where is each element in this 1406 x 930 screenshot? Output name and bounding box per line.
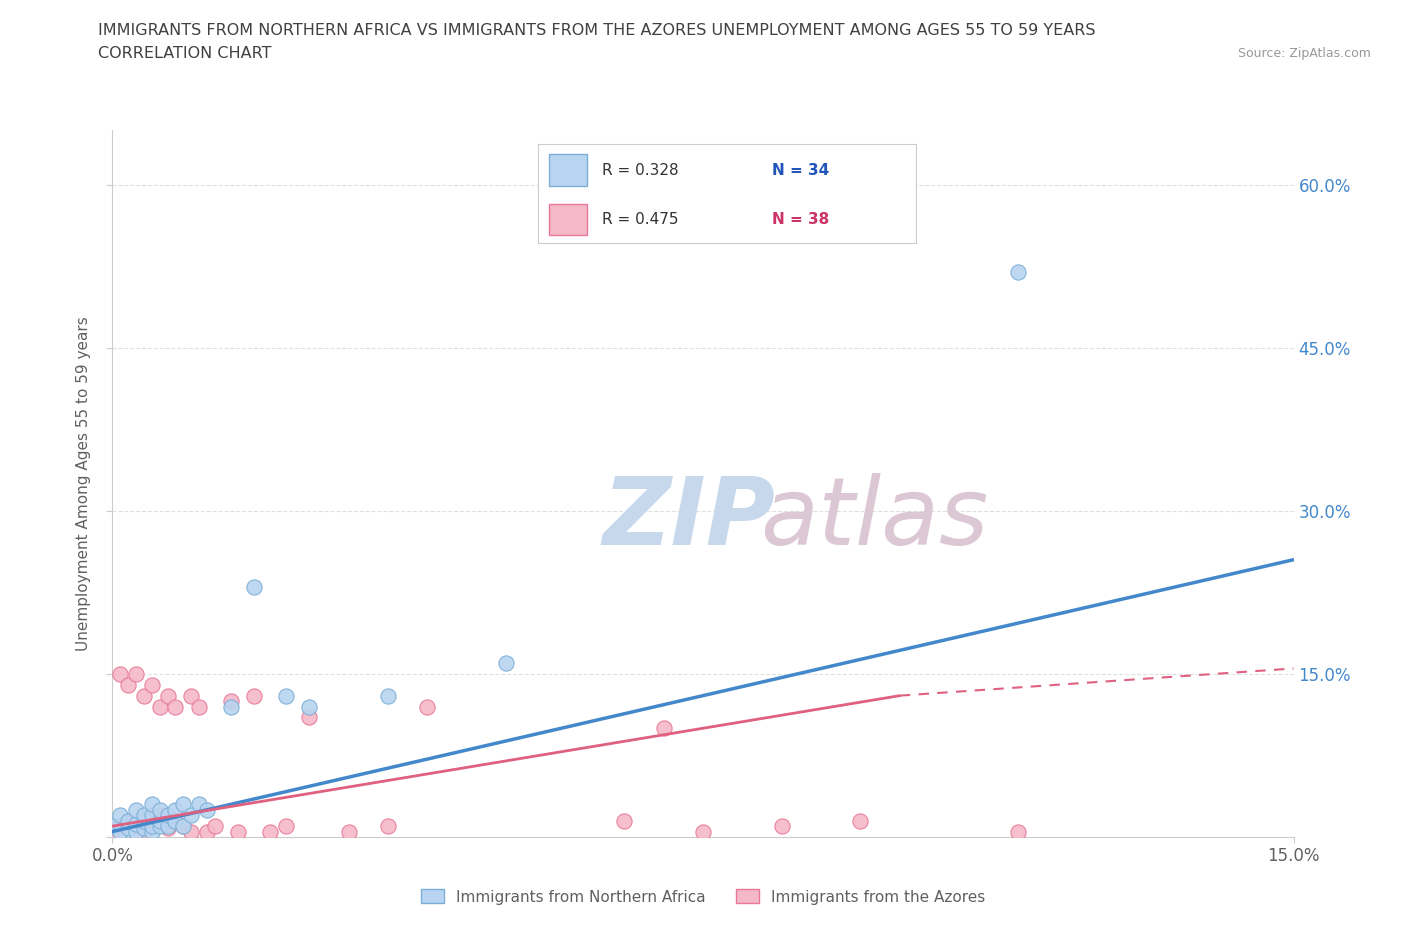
- Point: [274, 818, 297, 833]
- Text: ZIP: ZIP: [603, 473, 776, 565]
- Point: [298, 710, 321, 724]
- Point: [180, 824, 202, 839]
- Point: [149, 818, 172, 833]
- Point: [132, 688, 155, 703]
- Point: [141, 808, 163, 823]
- Point: [132, 808, 155, 823]
- Point: [110, 818, 132, 833]
- Point: [101, 818, 124, 833]
- Point: [259, 824, 281, 839]
- Point: [110, 667, 132, 682]
- Point: [495, 656, 517, 671]
- Text: CORRELATION CHART: CORRELATION CHART: [98, 46, 271, 61]
- Point: [298, 699, 321, 714]
- Point: [165, 803, 187, 817]
- Point: [165, 813, 187, 828]
- Point: [149, 699, 172, 714]
- Point: [172, 797, 194, 812]
- Point: [180, 688, 202, 703]
- Point: [141, 818, 163, 833]
- Point: [132, 824, 155, 839]
- Point: [180, 808, 202, 823]
- Point: [125, 667, 148, 682]
- Point: [652, 721, 675, 736]
- Point: [770, 818, 793, 833]
- Point: [125, 824, 148, 839]
- Point: [165, 813, 187, 828]
- Point: [117, 677, 139, 692]
- Point: [101, 824, 124, 839]
- Point: [274, 688, 297, 703]
- Y-axis label: Unemployment Among Ages 55 to 59 years: Unemployment Among Ages 55 to 59 years: [76, 316, 91, 651]
- Point: [613, 813, 636, 828]
- Point: [132, 813, 155, 828]
- Point: [156, 808, 179, 823]
- Point: [149, 803, 172, 817]
- Point: [337, 824, 360, 839]
- Point: [172, 818, 194, 833]
- Point: [117, 813, 139, 828]
- Point: [1007, 264, 1029, 279]
- Point: [243, 688, 266, 703]
- Legend: Immigrants from Northern Africa, Immigrants from the Azores: Immigrants from Northern Africa, Immigra…: [415, 884, 991, 910]
- Point: [110, 808, 132, 823]
- Point: [416, 699, 439, 714]
- Point: [377, 818, 399, 833]
- Point: [156, 818, 179, 833]
- Point: [149, 808, 172, 823]
- Text: atlas: atlas: [759, 473, 988, 565]
- Point: [125, 818, 148, 833]
- Point: [219, 694, 242, 709]
- Point: [204, 818, 226, 833]
- Point: [110, 824, 132, 839]
- Point: [228, 824, 250, 839]
- Point: [195, 824, 218, 839]
- Point: [156, 688, 179, 703]
- Point: [141, 797, 163, 812]
- Point: [132, 821, 155, 836]
- Text: Source: ZipAtlas.com: Source: ZipAtlas.com: [1237, 46, 1371, 60]
- Point: [141, 677, 163, 692]
- Point: [188, 699, 211, 714]
- Point: [377, 688, 399, 703]
- Point: [117, 813, 139, 828]
- Point: [219, 699, 242, 714]
- Point: [141, 818, 163, 833]
- Point: [156, 821, 179, 836]
- Point: [141, 824, 163, 839]
- Point: [149, 813, 172, 828]
- Point: [172, 818, 194, 833]
- Point: [117, 821, 139, 836]
- Point: [849, 813, 872, 828]
- Point: [243, 579, 266, 594]
- Point: [1007, 824, 1029, 839]
- Point: [125, 803, 148, 817]
- Point: [165, 699, 187, 714]
- Point: [692, 824, 714, 839]
- Point: [188, 797, 211, 812]
- Point: [125, 817, 148, 831]
- Point: [195, 803, 218, 817]
- Text: IMMIGRANTS FROM NORTHERN AFRICA VS IMMIGRANTS FROM THE AZORES UNEMPLOYMENT AMONG: IMMIGRANTS FROM NORTHERN AFRICA VS IMMIG…: [98, 23, 1095, 38]
